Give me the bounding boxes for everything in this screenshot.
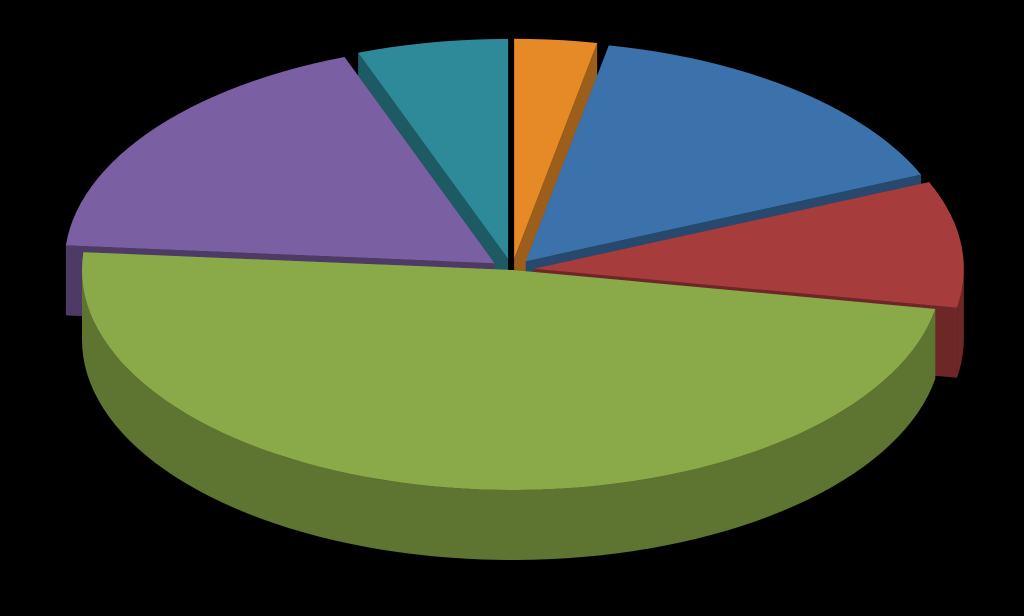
pie-chart-3d: [0, 0, 1024, 616]
slice-green: [82, 252, 935, 560]
